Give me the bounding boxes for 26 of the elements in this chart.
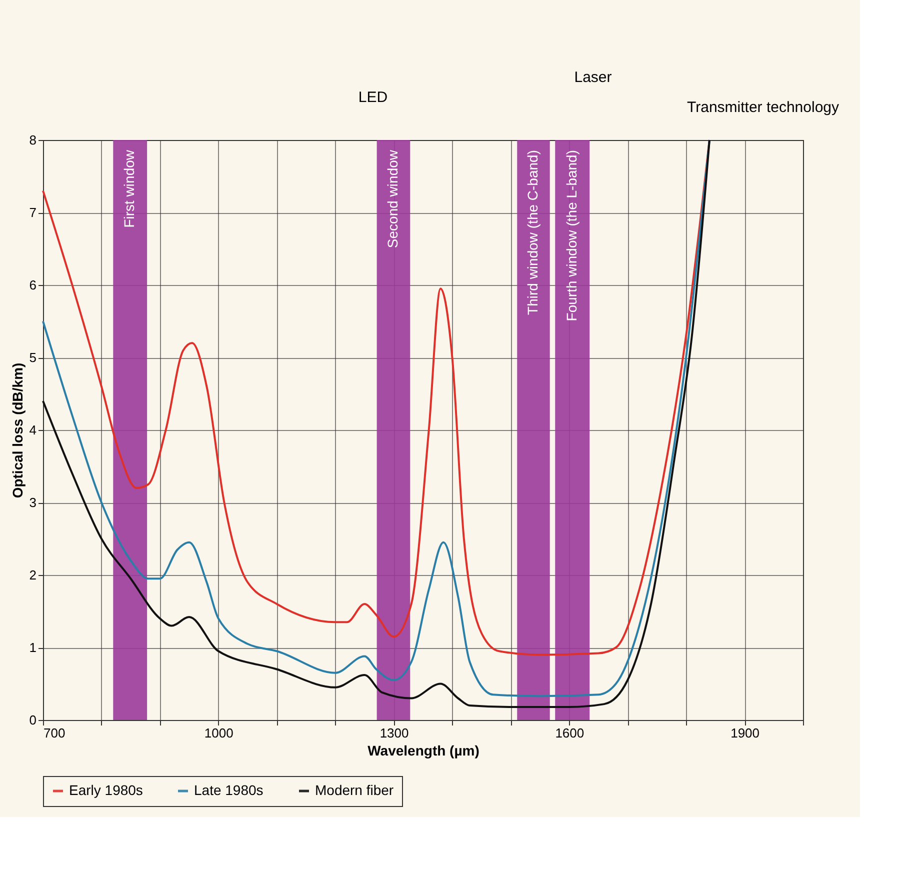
y-tick-label: 1 xyxy=(29,640,36,655)
y-tick-label: 6 xyxy=(29,278,36,292)
legend-label: Late 1980s xyxy=(194,782,264,798)
band-label: Fourth window (the L-band) xyxy=(563,150,580,322)
band-label: Third window (the C-band) xyxy=(524,150,540,315)
x-tick-label: 1600 xyxy=(555,726,584,740)
x-tick-label: 700 xyxy=(44,726,66,740)
band-label: Second window xyxy=(384,149,400,248)
y-tick-label: 0 xyxy=(29,712,36,728)
y-tick-label: 2 xyxy=(29,568,36,582)
y-tick-label: 5 xyxy=(29,350,36,365)
x-tick-label: 1000 xyxy=(204,726,234,740)
legend-label: Early 1980s xyxy=(69,782,143,798)
text: Transmitter technology xyxy=(686,99,840,116)
x-tick-label: 1900 xyxy=(730,726,760,740)
band-label: First window xyxy=(121,149,138,228)
y-axis-title: Optical loss (dB/km) xyxy=(9,362,26,498)
x-tick-label: 1300 xyxy=(380,726,409,740)
text: Laser xyxy=(574,69,612,86)
text: LED xyxy=(358,89,388,106)
legend-label: Modern fiber xyxy=(315,782,394,798)
x-axis-title: Wavelength (µm) xyxy=(368,742,480,758)
y-tick-label: 8 xyxy=(29,132,36,148)
y-tick-label: 4 xyxy=(29,422,36,438)
y-tick-label: 7 xyxy=(29,205,36,220)
y-tick-label: 3 xyxy=(29,495,36,510)
